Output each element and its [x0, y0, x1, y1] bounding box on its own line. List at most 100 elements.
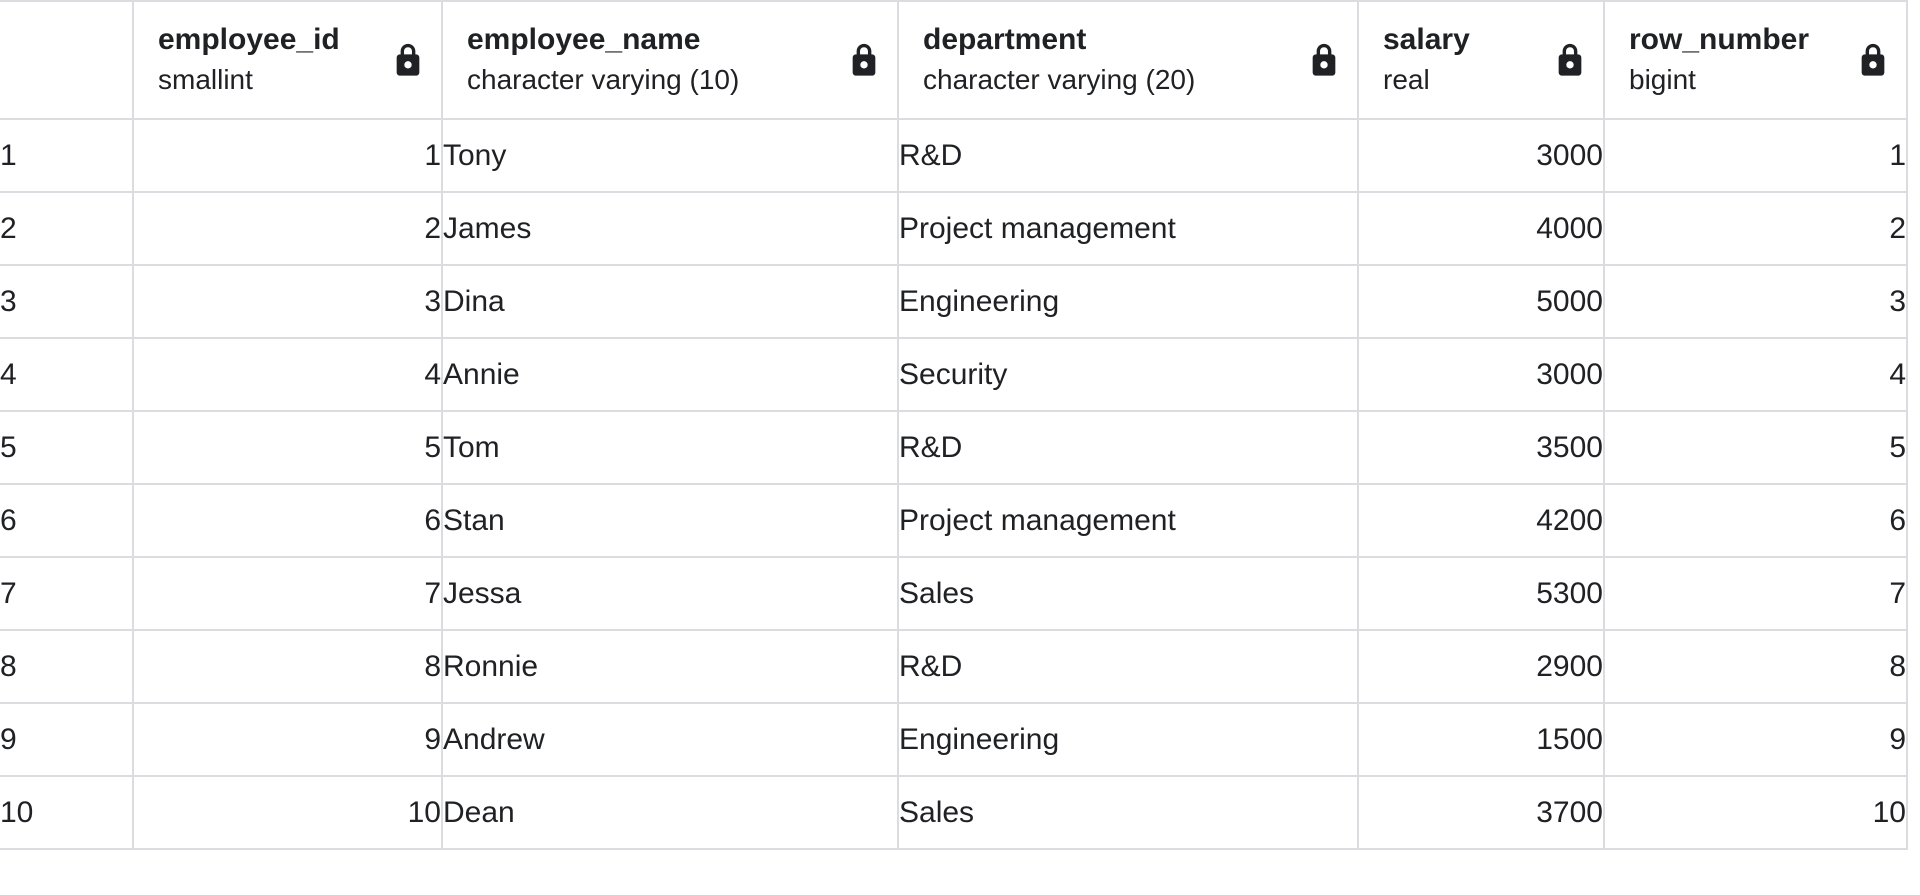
column-header-content: department character varying (20) [899, 2, 1356, 117]
cell-department[interactable]: Engineering [898, 703, 1359, 777]
column-header-content: salary real [1359, 2, 1602, 117]
cell-salary[interactable]: 2900 [1358, 630, 1605, 704]
cell-salary[interactable]: 3000 [1358, 119, 1605, 193]
column-type: smallint [158, 64, 253, 95]
column-name: row_number [1629, 23, 1810, 56]
cell-salary[interactable]: 1500 [1358, 703, 1605, 777]
cell-department[interactable]: Project management [898, 192, 1359, 266]
column-header-content: employee_name character varying (10) [443, 2, 896, 117]
cell-employee_id[interactable]: 8 [133, 630, 443, 704]
query-results-table: employee_id smallint employee_name characte… [0, 0, 1908, 850]
row-number-cell[interactable]: 2 [0, 192, 134, 266]
cell-employee_id[interactable]: 2 [133, 192, 443, 266]
cell-employee_name[interactable]: Dean [442, 776, 899, 850]
cell-salary[interactable]: 4200 [1358, 484, 1605, 558]
row-number-cell[interactable]: 6 [0, 484, 134, 558]
column-type: real [1383, 64, 1430, 95]
cell-department[interactable]: Sales [898, 776, 1359, 850]
cell-salary[interactable]: 4000 [1358, 192, 1605, 266]
gutter-header-cell [0, 1, 134, 120]
column-header-text: employee_id smallint [158, 20, 340, 100]
cell-employee_id[interactable]: 6 [133, 484, 443, 558]
row-number-cell[interactable]: 7 [0, 557, 134, 631]
cell-salary[interactable]: 3700 [1358, 776, 1605, 850]
cell-row_number[interactable]: 2 [1604, 192, 1908, 266]
cell-employee_name[interactable]: Annie [442, 338, 899, 412]
row-number-cell[interactable]: 9 [0, 703, 134, 777]
cell-salary[interactable]: 3000 [1358, 338, 1605, 412]
table-row: 2 2 James Project management 4000 2 [0, 192, 1908, 266]
table-row: 3 3 Dina Engineering 5000 3 [0, 265, 1908, 339]
column-header-department[interactable]: department character varying (20) [898, 1, 1359, 120]
table-row: 5 5 Tom R&D 3500 5 [0, 411, 1908, 485]
column-type: character varying (20) [923, 64, 1196, 95]
column-header-text: employee_name character varying (10) [467, 20, 739, 100]
cell-row_number[interactable]: 4 [1604, 338, 1908, 412]
cell-row_number[interactable]: 10 [1604, 776, 1908, 850]
cell-employee_name[interactable]: Stan [442, 484, 899, 558]
cell-employee_id[interactable]: 3 [133, 265, 443, 339]
table-row: 7 7 Jessa Sales 5300 7 [0, 557, 1908, 631]
column-name: salary [1383, 23, 1470, 56]
cell-row_number[interactable]: 8 [1604, 630, 1908, 704]
lock-icon [852, 43, 876, 76]
cell-department[interactable]: Project management [898, 484, 1359, 558]
cell-row_number[interactable]: 7 [1604, 557, 1908, 631]
lock-icon [1312, 43, 1336, 76]
lock-icon [1558, 43, 1582, 76]
table-row: 10 10 Dean Sales 3700 10 [0, 776, 1908, 850]
cell-row_number[interactable]: 6 [1604, 484, 1908, 558]
cell-employee_id[interactable]: 7 [133, 557, 443, 631]
cell-row_number[interactable]: 3 [1604, 265, 1908, 339]
cell-employee_name[interactable]: James [442, 192, 899, 266]
table-row: 4 4 Annie Security 3000 4 [0, 338, 1908, 412]
row-number-cell[interactable]: 5 [0, 411, 134, 485]
row-number-cell[interactable]: 4 [0, 338, 134, 412]
column-name: employee_id [158, 23, 340, 56]
row-number-cell[interactable]: 8 [0, 630, 134, 704]
cell-salary[interactable]: 3500 [1358, 411, 1605, 485]
cell-employee_id[interactable]: 1 [133, 119, 443, 193]
table-header: employee_id smallint employee_name characte… [0, 1, 1908, 120]
table-row: 6 6 Stan Project management 4200 6 [0, 484, 1908, 558]
column-header-employee_id[interactable]: employee_id smallint [133, 1, 443, 120]
header-row: employee_id smallint employee_name characte… [0, 1, 1908, 120]
cell-department[interactable]: R&D [898, 630, 1359, 704]
cell-department[interactable]: R&D [898, 119, 1359, 193]
cell-employee_name[interactable]: Tony [442, 119, 899, 193]
column-name: employee_name [467, 23, 701, 56]
table-row: 8 8 Ronnie R&D 2900 8 [0, 630, 1908, 704]
cell-employee_name[interactable]: Tom [442, 411, 899, 485]
row-number-cell[interactable]: 10 [0, 776, 134, 850]
column-header-employee_name[interactable]: employee_name character varying (10) [442, 1, 899, 120]
column-type: bigint [1629, 64, 1696, 95]
cell-department[interactable]: R&D [898, 411, 1359, 485]
cell-department[interactable]: Security [898, 338, 1359, 412]
cell-employee_name[interactable]: Dina [442, 265, 899, 339]
cell-row_number[interactable]: 5 [1604, 411, 1908, 485]
cell-employee_id[interactable]: 5 [133, 411, 443, 485]
row-number-cell[interactable]: 3 [0, 265, 134, 339]
cell-salary[interactable]: 5300 [1358, 557, 1605, 631]
cell-employee_id[interactable]: 9 [133, 703, 443, 777]
cell-employee_id[interactable]: 4 [133, 338, 443, 412]
cell-salary[interactable]: 5000 [1358, 265, 1605, 339]
cell-department[interactable]: Engineering [898, 265, 1359, 339]
cell-row_number[interactable]: 1 [1604, 119, 1908, 193]
cell-employee_name[interactable]: Ronnie [442, 630, 899, 704]
column-header-text: department character varying (20) [923, 20, 1195, 100]
cell-row_number[interactable]: 9 [1604, 703, 1908, 777]
cell-employee_name[interactable]: Jessa [442, 557, 899, 631]
column-name: department [923, 23, 1087, 56]
cell-employee_name[interactable]: Andrew [442, 703, 899, 777]
cell-employee_id[interactable]: 10 [133, 776, 443, 850]
column-header-salary[interactable]: salary real [1358, 1, 1605, 120]
column-header-content: employee_id smallint [134, 2, 440, 117]
cell-department[interactable]: Sales [898, 557, 1359, 631]
column-type: character varying (10) [467, 64, 740, 95]
row-number-cell[interactable]: 1 [0, 119, 134, 193]
